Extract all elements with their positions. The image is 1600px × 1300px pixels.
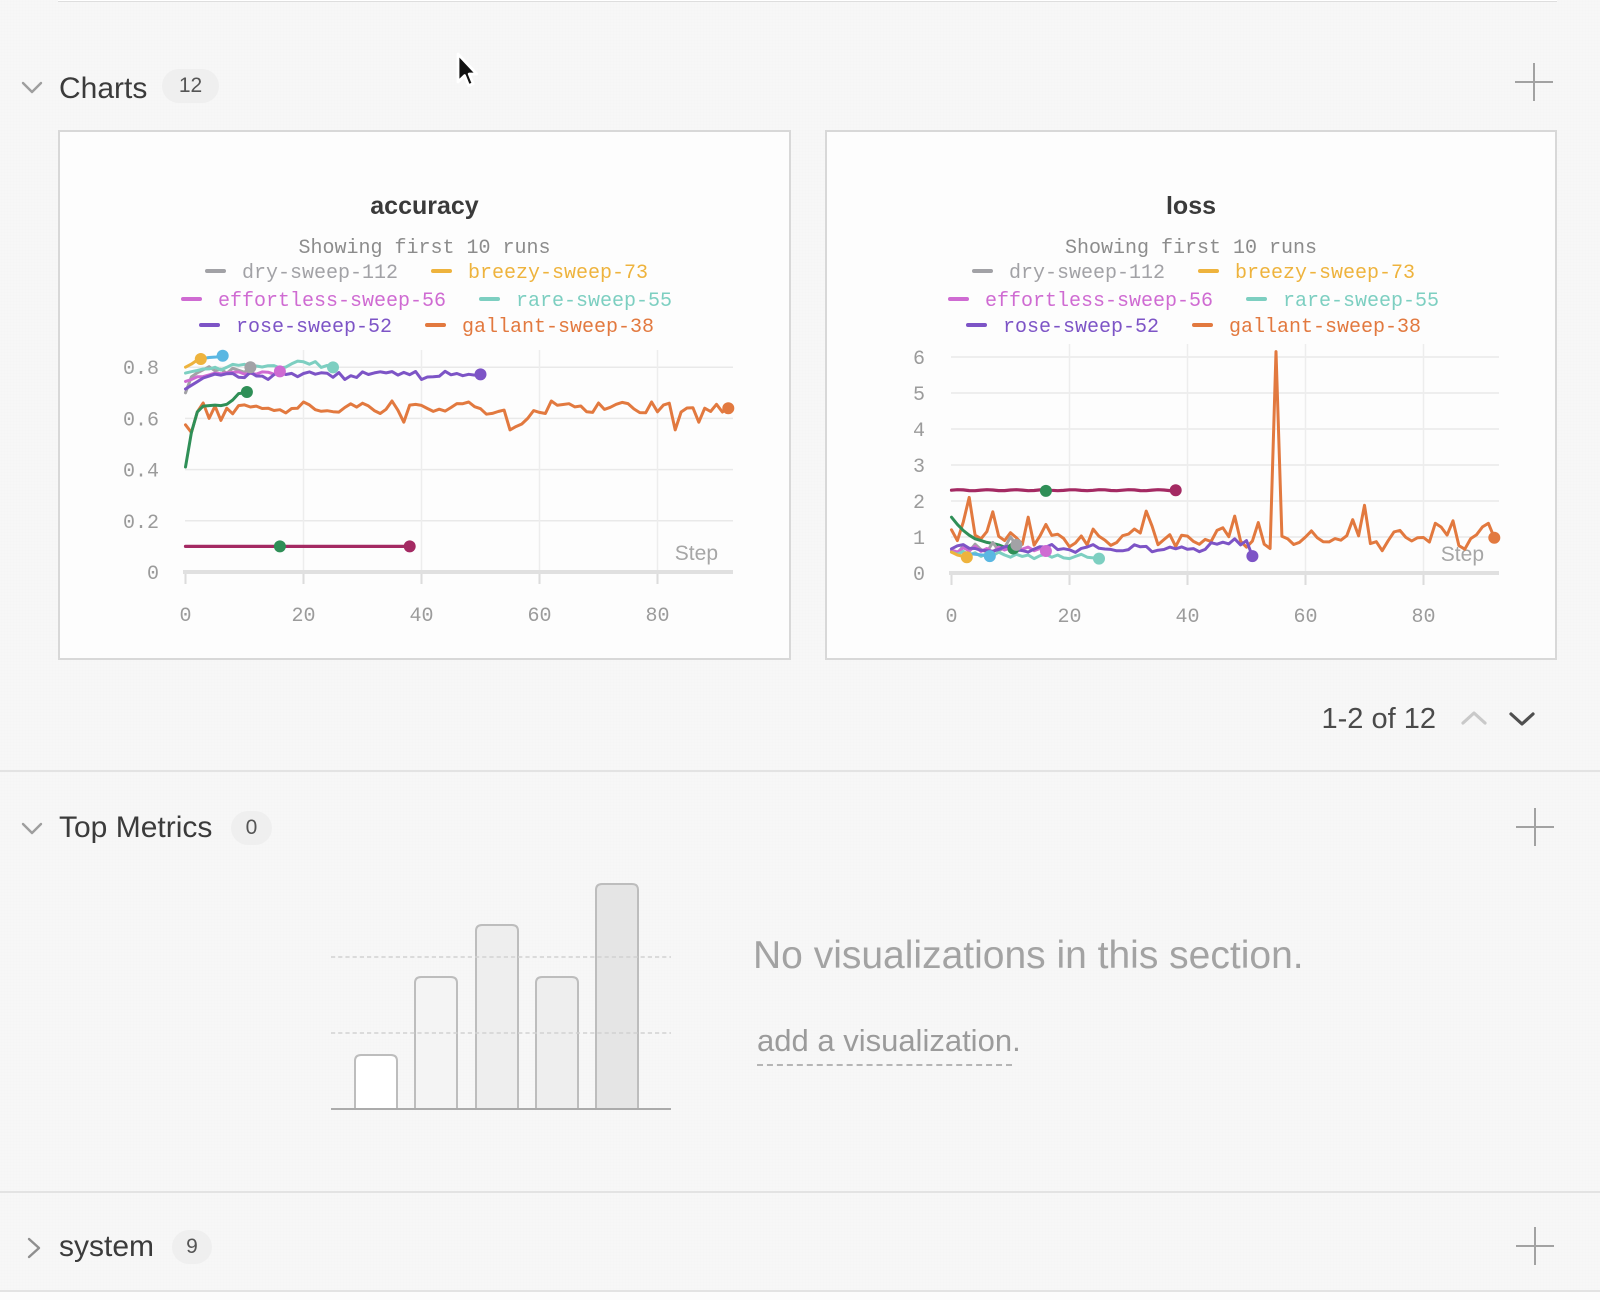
svg-text:20: 20 <box>291 605 315 628</box>
svg-text:0.6: 0.6 <box>123 409 159 432</box>
svg-text:dry-sweep-112: dry-sweep-112 <box>242 262 398 285</box>
svg-text:rare-sweep-55: rare-sweep-55 <box>516 290 672 313</box>
svg-text:effortless-sweep-56: effortless-sweep-56 <box>985 290 1213 313</box>
svg-text:Showing first 10 runs: Showing first 10 runs <box>1065 237 1317 260</box>
svg-text:1: 1 <box>913 528 925 551</box>
svg-text:rose-sweep-52: rose-sweep-52 <box>1003 316 1159 339</box>
svg-text:0.4: 0.4 <box>123 461 159 484</box>
svg-text:rare-sweep-55: rare-sweep-55 <box>1283 290 1439 313</box>
svg-text:accuracy: accuracy <box>370 192 479 220</box>
svg-text:60: 60 <box>527 605 551 628</box>
svg-text:0: 0 <box>147 563 159 586</box>
svg-text:0.8: 0.8 <box>123 358 159 381</box>
svg-text:0: 0 <box>945 606 957 629</box>
svg-text:Step: Step <box>675 542 718 565</box>
svg-text:5: 5 <box>913 384 925 407</box>
svg-text:80: 80 <box>1411 606 1435 629</box>
svg-text:2: 2 <box>913 492 925 515</box>
svg-text:40: 40 <box>1175 606 1199 629</box>
svg-text:0.2: 0.2 <box>123 512 159 535</box>
svg-text:0: 0 <box>913 564 925 587</box>
svg-text:rose-sweep-52: rose-sweep-52 <box>236 316 392 339</box>
svg-text:gallant-sweep-38: gallant-sweep-38 <box>462 316 654 339</box>
svg-text:80: 80 <box>645 605 669 628</box>
svg-text:breezy-sweep-73: breezy-sweep-73 <box>468 262 648 285</box>
svg-text:gallant-sweep-38: gallant-sweep-38 <box>1229 316 1421 339</box>
svg-text:60: 60 <box>1293 606 1317 629</box>
svg-text:effortless-sweep-56: effortless-sweep-56 <box>218 290 446 313</box>
svg-text:20: 20 <box>1057 606 1081 629</box>
svg-text:dry-sweep-112: dry-sweep-112 <box>1009 262 1165 285</box>
svg-text:40: 40 <box>409 605 433 628</box>
svg-text:Step: Step <box>1441 543 1484 566</box>
svg-text:loss: loss <box>1166 192 1216 220</box>
svg-text:Showing first 10 runs: Showing first 10 runs <box>298 237 550 260</box>
svg-text:4: 4 <box>913 420 925 443</box>
svg-text:6: 6 <box>913 348 925 371</box>
svg-text:0: 0 <box>179 605 191 628</box>
svg-text:3: 3 <box>913 456 925 479</box>
svg-text:breezy-sweep-73: breezy-sweep-73 <box>1235 262 1415 285</box>
